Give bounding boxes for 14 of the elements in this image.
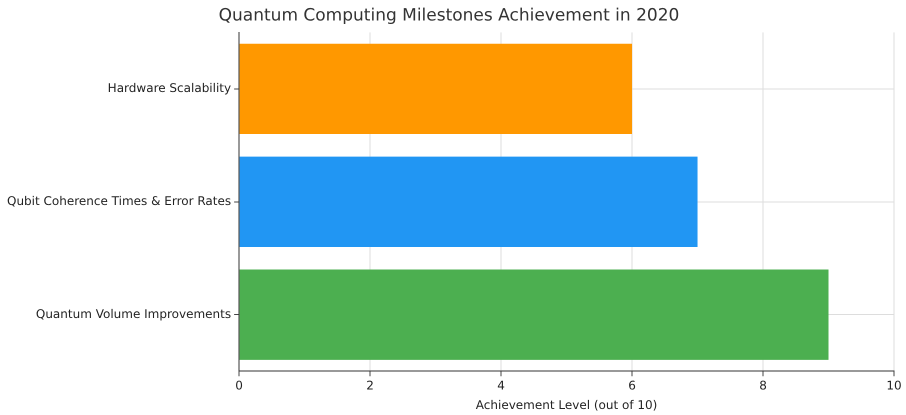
y-tick-label: Qubit Coherence Times & Error Rates xyxy=(6,194,232,208)
bar xyxy=(240,270,829,360)
y-tick-label: Hardware Scalability xyxy=(108,80,232,95)
x-tick-label: 4 xyxy=(497,378,505,393)
chart-title: Quantum Computing Milestones Achievement in 2020 xyxy=(218,6,680,26)
x-tick-label: 6 xyxy=(628,378,636,393)
bar xyxy=(240,44,632,134)
x-tick-label: 8 xyxy=(759,378,767,393)
y-tick-label: Quantum Volume Improvements xyxy=(36,306,232,321)
x-tick-label: 2 xyxy=(366,378,374,393)
x-tick-label: 10 xyxy=(886,378,902,393)
bar xyxy=(240,156,698,247)
x-tick-label: 0 xyxy=(235,378,243,393)
x-axis-title: Achievement Level (out of 10) xyxy=(476,398,658,412)
